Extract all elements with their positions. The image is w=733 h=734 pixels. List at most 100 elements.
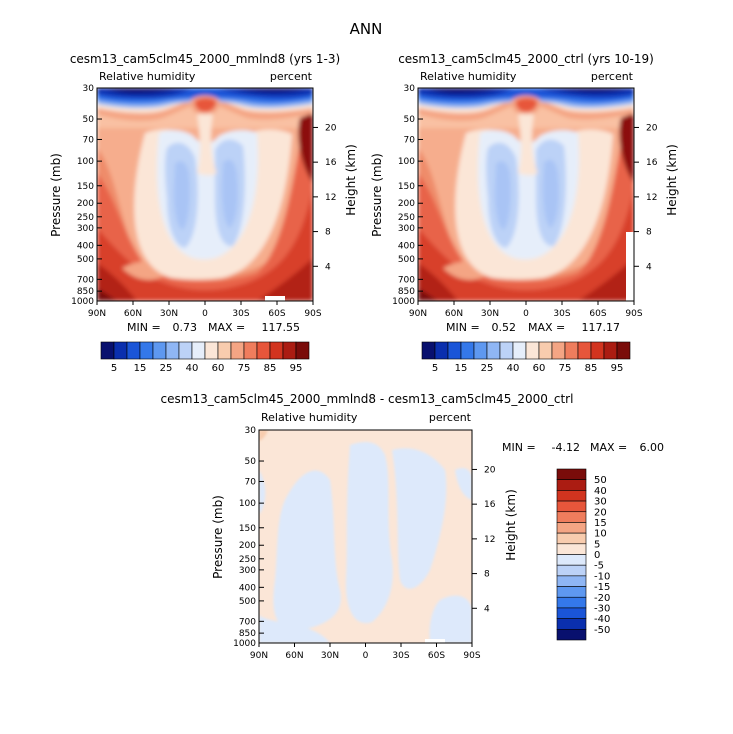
panel-1-variable: Relative humidity <box>99 70 196 83</box>
colorbar-swatch <box>486 341 501 360</box>
panel-1-y2-axis: 20 16 12 8 4 <box>313 123 337 272</box>
colorbar-swatch <box>447 341 462 360</box>
panel-1-heatmap <box>97 88 313 301</box>
panel-1-units: percent <box>270 70 313 83</box>
panel-1-min-label: MIN = <box>127 321 161 334</box>
panel-2-heatmap <box>418 88 634 301</box>
colorbar-label: -10 <box>594 571 610 582</box>
x-tick-label: 0 <box>523 309 529 319</box>
panel-3-x-axis: 90N 60N 30N 0 30S 60S 90S <box>250 643 481 661</box>
x-tick-label: 0 <box>363 651 369 661</box>
colorbar-swatch <box>243 341 258 360</box>
y-tick-label: 200 <box>77 199 94 209</box>
panel-2-ylabel: Pressure (mb) <box>370 153 384 237</box>
y2-tick-label: 4 <box>484 604 490 614</box>
colorbar-swatch <box>295 341 310 360</box>
panel-3-title: cesm13_cam5clm45_2000_mmlnd8 - cesm13_ca… <box>161 392 574 406</box>
colorbar-label: 40 <box>507 363 520 374</box>
y-tick-label: 400 <box>239 583 256 593</box>
y-tick-label: 250 <box>398 213 415 223</box>
y-tick-label: 50 <box>245 457 257 467</box>
colorbar-swatch <box>564 341 579 360</box>
colorbar-swatch <box>577 341 592 360</box>
y-tick-label: 300 <box>239 566 256 576</box>
y-tick-label: 70 <box>404 135 416 145</box>
colorbar-label: 15 <box>455 363 468 374</box>
x-tick-label: 30S <box>392 651 409 661</box>
colorbar-swatch <box>556 596 587 609</box>
y2-tick-label: 16 <box>646 158 658 168</box>
panel-2-y2label: Height (km) <box>665 144 679 215</box>
figure-title: ANN <box>350 20 383 38</box>
colorbar-label: 20 <box>594 507 607 518</box>
y-tick-label: 150 <box>77 182 94 192</box>
x-tick-label: 90N <box>409 309 427 319</box>
colorbar-swatch <box>100 341 115 360</box>
y-tick-label: 70 <box>83 135 95 145</box>
panel-1-ylabel: Pressure (mb) <box>49 153 63 237</box>
colorbar-swatch <box>191 341 206 360</box>
y2-tick-label: 12 <box>484 535 495 545</box>
colorbar-swatch <box>556 532 587 545</box>
panel-1-max-value: 117.55 <box>262 321 301 334</box>
colorbar-swatch <box>556 490 587 502</box>
colorbar-swatch <box>616 341 631 360</box>
panel-2-units: percent <box>591 70 634 83</box>
colorbar-swatch <box>165 341 180 360</box>
y-tick-label: 1000 <box>233 639 256 649</box>
y-tick-label: 700 <box>239 617 256 627</box>
panel-3-units: percent <box>429 411 472 424</box>
y-tick-label: 200 <box>398 199 415 209</box>
colorbar-swatch <box>460 341 475 360</box>
colorbar-label: 10 <box>594 529 607 540</box>
y-tick-label: 500 <box>398 255 415 265</box>
panel-3-y2label: Height (km) <box>504 489 518 560</box>
panel-2-min-value: 0.52 <box>492 321 517 334</box>
panel-2: cesm13_cam5clm45_2000_ctrl (yrs 10-19) R… <box>370 52 679 374</box>
y-tick-label: 250 <box>77 213 94 223</box>
x-tick-label: 60S <box>589 309 606 319</box>
colorbar-swatch <box>603 341 618 360</box>
colorbar-swatch <box>556 564 587 577</box>
panel-1-y2label: Height (km) <box>344 144 358 215</box>
colorbar-label: 15 <box>134 363 147 374</box>
colorbar-swatch <box>152 341 167 360</box>
colorbar-label: -15 <box>594 582 610 593</box>
y-tick-label: 850 <box>398 287 415 297</box>
panel-3-max-value: 6.00 <box>640 441 665 454</box>
y2-tick-label: 20 <box>325 123 337 133</box>
colorbar-swatch <box>556 543 587 555</box>
y-tick-label: 30 <box>83 84 95 94</box>
colorbar-swatch <box>590 341 605 360</box>
colorbar-swatch <box>556 629 587 641</box>
x-tick-label: 30N <box>321 651 339 661</box>
colorbar-label: -20 <box>594 593 610 604</box>
x-tick-label: 60N <box>285 651 303 661</box>
colorbar-swatch <box>499 341 514 360</box>
x-tick-label: 90S <box>463 651 480 661</box>
y-tick-label: 1000 <box>71 297 94 307</box>
colorbar-swatch <box>556 511 587 523</box>
colorbar-label: 60 <box>212 363 225 374</box>
colorbar-swatch <box>473 341 488 360</box>
panel-1-colorbar: 5 15 25 40 60 75 85 95 <box>100 341 310 374</box>
panel-2-min-label: MIN = <box>446 321 480 334</box>
x-tick-label: 60N <box>124 309 142 319</box>
x-tick-label: 30S <box>232 309 249 319</box>
colorbar-swatch <box>556 554 587 566</box>
colorbar-swatch <box>126 341 141 360</box>
x-tick-label: 90N <box>250 651 268 661</box>
y2-tick-label: 12 <box>646 193 657 203</box>
colorbar-label: 5 <box>111 363 117 374</box>
y-tick-label: 400 <box>398 241 415 251</box>
panel-2-colorbar: 5 15 25 40 60 75 85 95 <box>421 341 631 374</box>
x-tick-label: 60N <box>445 309 463 319</box>
colorbar-label: 75 <box>238 363 251 374</box>
colorbar-label: 50 <box>594 475 607 486</box>
colorbar-label: 5 <box>432 363 438 374</box>
colorbar-swatch <box>556 500 587 513</box>
colorbar-swatch <box>269 341 284 360</box>
x-tick-label: 30N <box>481 309 499 319</box>
